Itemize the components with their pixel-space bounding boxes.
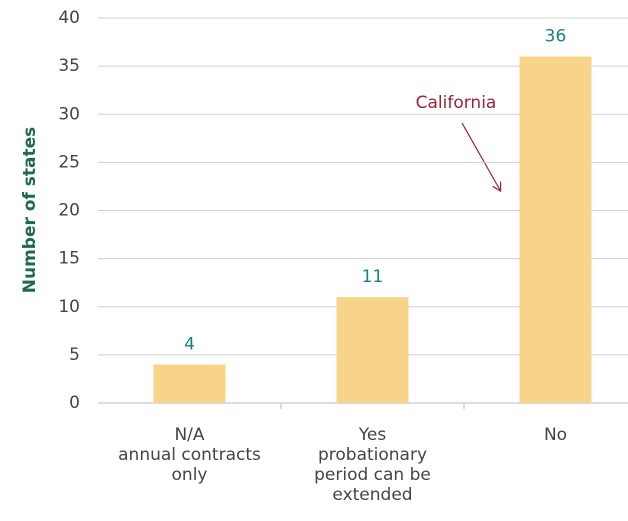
value-label: 4 — [184, 335, 195, 355]
y-tick-label: 25 — [58, 152, 80, 172]
y-tick-label: 35 — [58, 56, 80, 76]
annotation: California — [416, 93, 497, 113]
bar — [337, 297, 409, 403]
y-tick-label: 0 — [69, 393, 80, 413]
y-tick-label: 10 — [58, 297, 80, 317]
x-tick-label: N/A annual contracts only — [100, 425, 280, 485]
bar — [520, 57, 592, 404]
y-tick-label: 5 — [69, 345, 80, 365]
y-tick-label: 20 — [58, 201, 80, 221]
y-tick-label: 40 — [58, 8, 80, 28]
x-tick-label: No — [466, 425, 628, 445]
page: Number of states California 0 5 10 15 20 25 30… — [0, 0, 628, 521]
annotation-arrow — [462, 123, 500, 190]
y-tick-label: 30 — [58, 104, 80, 124]
x-tick-label: Yes probationary period can be extended — [283, 425, 463, 505]
bar — [154, 365, 226, 404]
value-label: 36 — [545, 27, 567, 47]
y-axis-label: Number of states — [20, 127, 40, 294]
value-label: 11 — [362, 267, 384, 287]
y-tick-label: 15 — [58, 249, 80, 269]
